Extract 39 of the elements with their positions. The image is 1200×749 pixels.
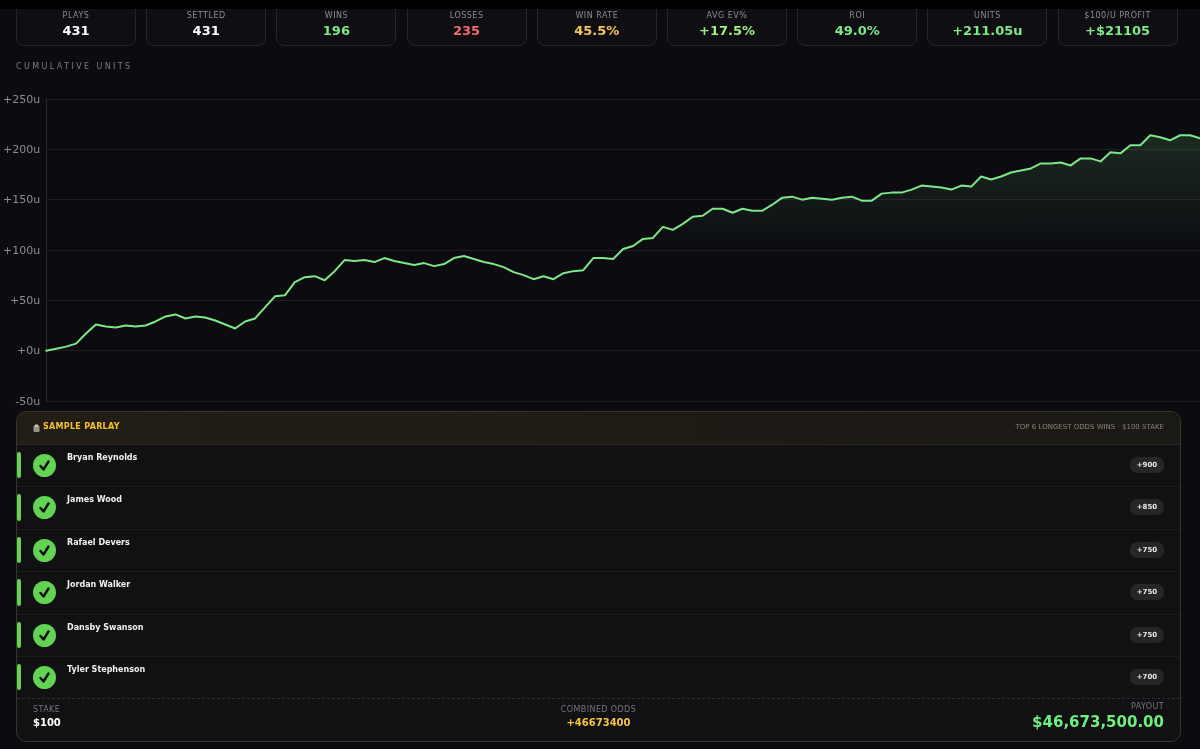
text: $100	[33, 717, 61, 729]
category-label: $100/U PROFIT	[1083, 11, 1152, 20]
y-tick-label: +150u	[3, 193, 41, 207]
category-label: SETTLED	[185, 11, 227, 20]
text: 431	[62, 23, 90, 38]
category-label: Jordan Walker	[67, 580, 131, 590]
category-label: WIN RATE	[574, 11, 620, 20]
category-label: ROI	[848, 11, 867, 20]
y-tick-label: +50u	[10, 293, 41, 307]
chart-title: CUMULATIVE UNITS	[16, 62, 133, 71]
category-label: James Wood	[67, 495, 122, 505]
text: +211.05u	[952, 23, 1023, 38]
text: +17.5%	[699, 23, 755, 38]
category-label: Tyler Stephenson	[67, 665, 146, 674]
y-tick-label: +100u	[3, 243, 41, 257]
category-label: LOSSES	[448, 11, 485, 20]
category-label: UNITS	[973, 11, 1002, 20]
text: 45.5%	[574, 23, 620, 38]
text: 431	[192, 23, 220, 38]
text: COMBINED ODDS	[560, 705, 637, 715]
text: +46673400	[566, 717, 631, 729]
y-tick-label: +250u	[3, 92, 41, 106]
category-label: Dansby Swanson	[67, 622, 144, 632]
y-tick-label: -50u	[15, 394, 41, 408]
text: 235	[453, 23, 481, 38]
y-tick-label: +0u	[17, 344, 41, 358]
text: +$21105	[1085, 23, 1151, 38]
text: PAYOUT	[1130, 702, 1164, 712]
category-label: Bryan Reynolds	[67, 453, 138, 462]
y-tick-label: +200u	[3, 142, 41, 156]
text: SAMPLE PARLAY	[43, 422, 120, 431]
category-label: AVG EV%	[705, 11, 749, 20]
category-label: PLAYS	[61, 11, 91, 20]
category-label: WINS	[323, 11, 350, 20]
text: 196	[322, 23, 350, 38]
category-label: Rafael Devers	[67, 537, 130, 547]
text: 49.0%	[834, 23, 880, 38]
text: $46,673,500.00	[1032, 713, 1164, 732]
text: STAKE	[33, 705, 61, 715]
